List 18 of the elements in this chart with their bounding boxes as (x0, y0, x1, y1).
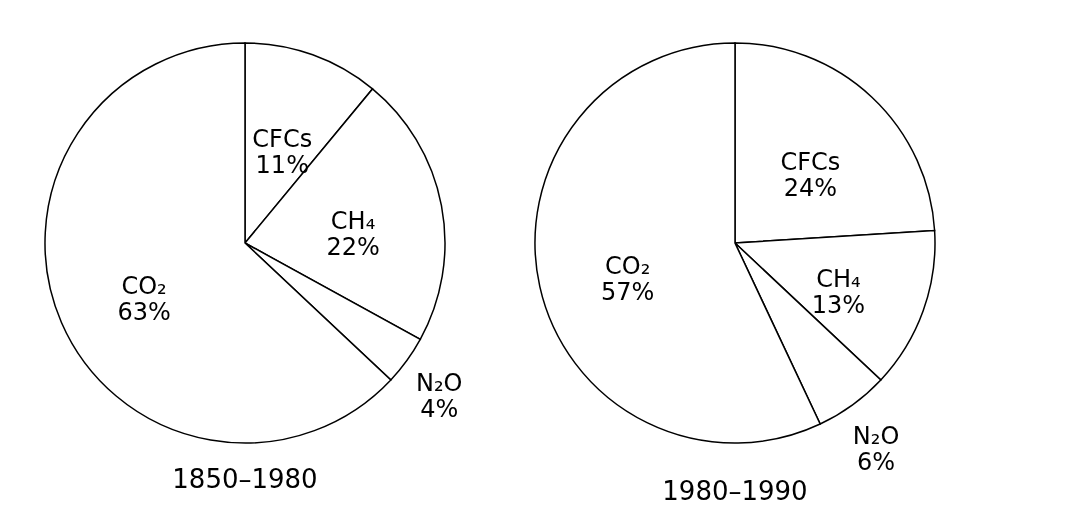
text: 1850–1980 (172, 464, 318, 494)
data-label: 4% (420, 395, 459, 424)
data-label: 57% (600, 278, 655, 306)
slice-label: CH₄ (330, 207, 376, 236)
slice-label: CO₂ (121, 271, 167, 300)
data-label: 13% (811, 291, 866, 320)
slice-label: N₂O (415, 369, 463, 398)
slice-label: CFCs (252, 124, 313, 153)
data-label: 22% (326, 233, 380, 262)
slice-label: CO₂ (605, 252, 651, 280)
slice-label: CH₄ (816, 265, 861, 294)
data-label: 24% (783, 173, 837, 202)
slice-label: N₂O (852, 422, 900, 451)
data-label: 6% (857, 448, 896, 477)
text: 1980–1990 (662, 476, 808, 507)
data-label: 63% (117, 297, 171, 326)
data-label: 11% (255, 150, 309, 179)
slice-label: CFCs (780, 147, 841, 176)
